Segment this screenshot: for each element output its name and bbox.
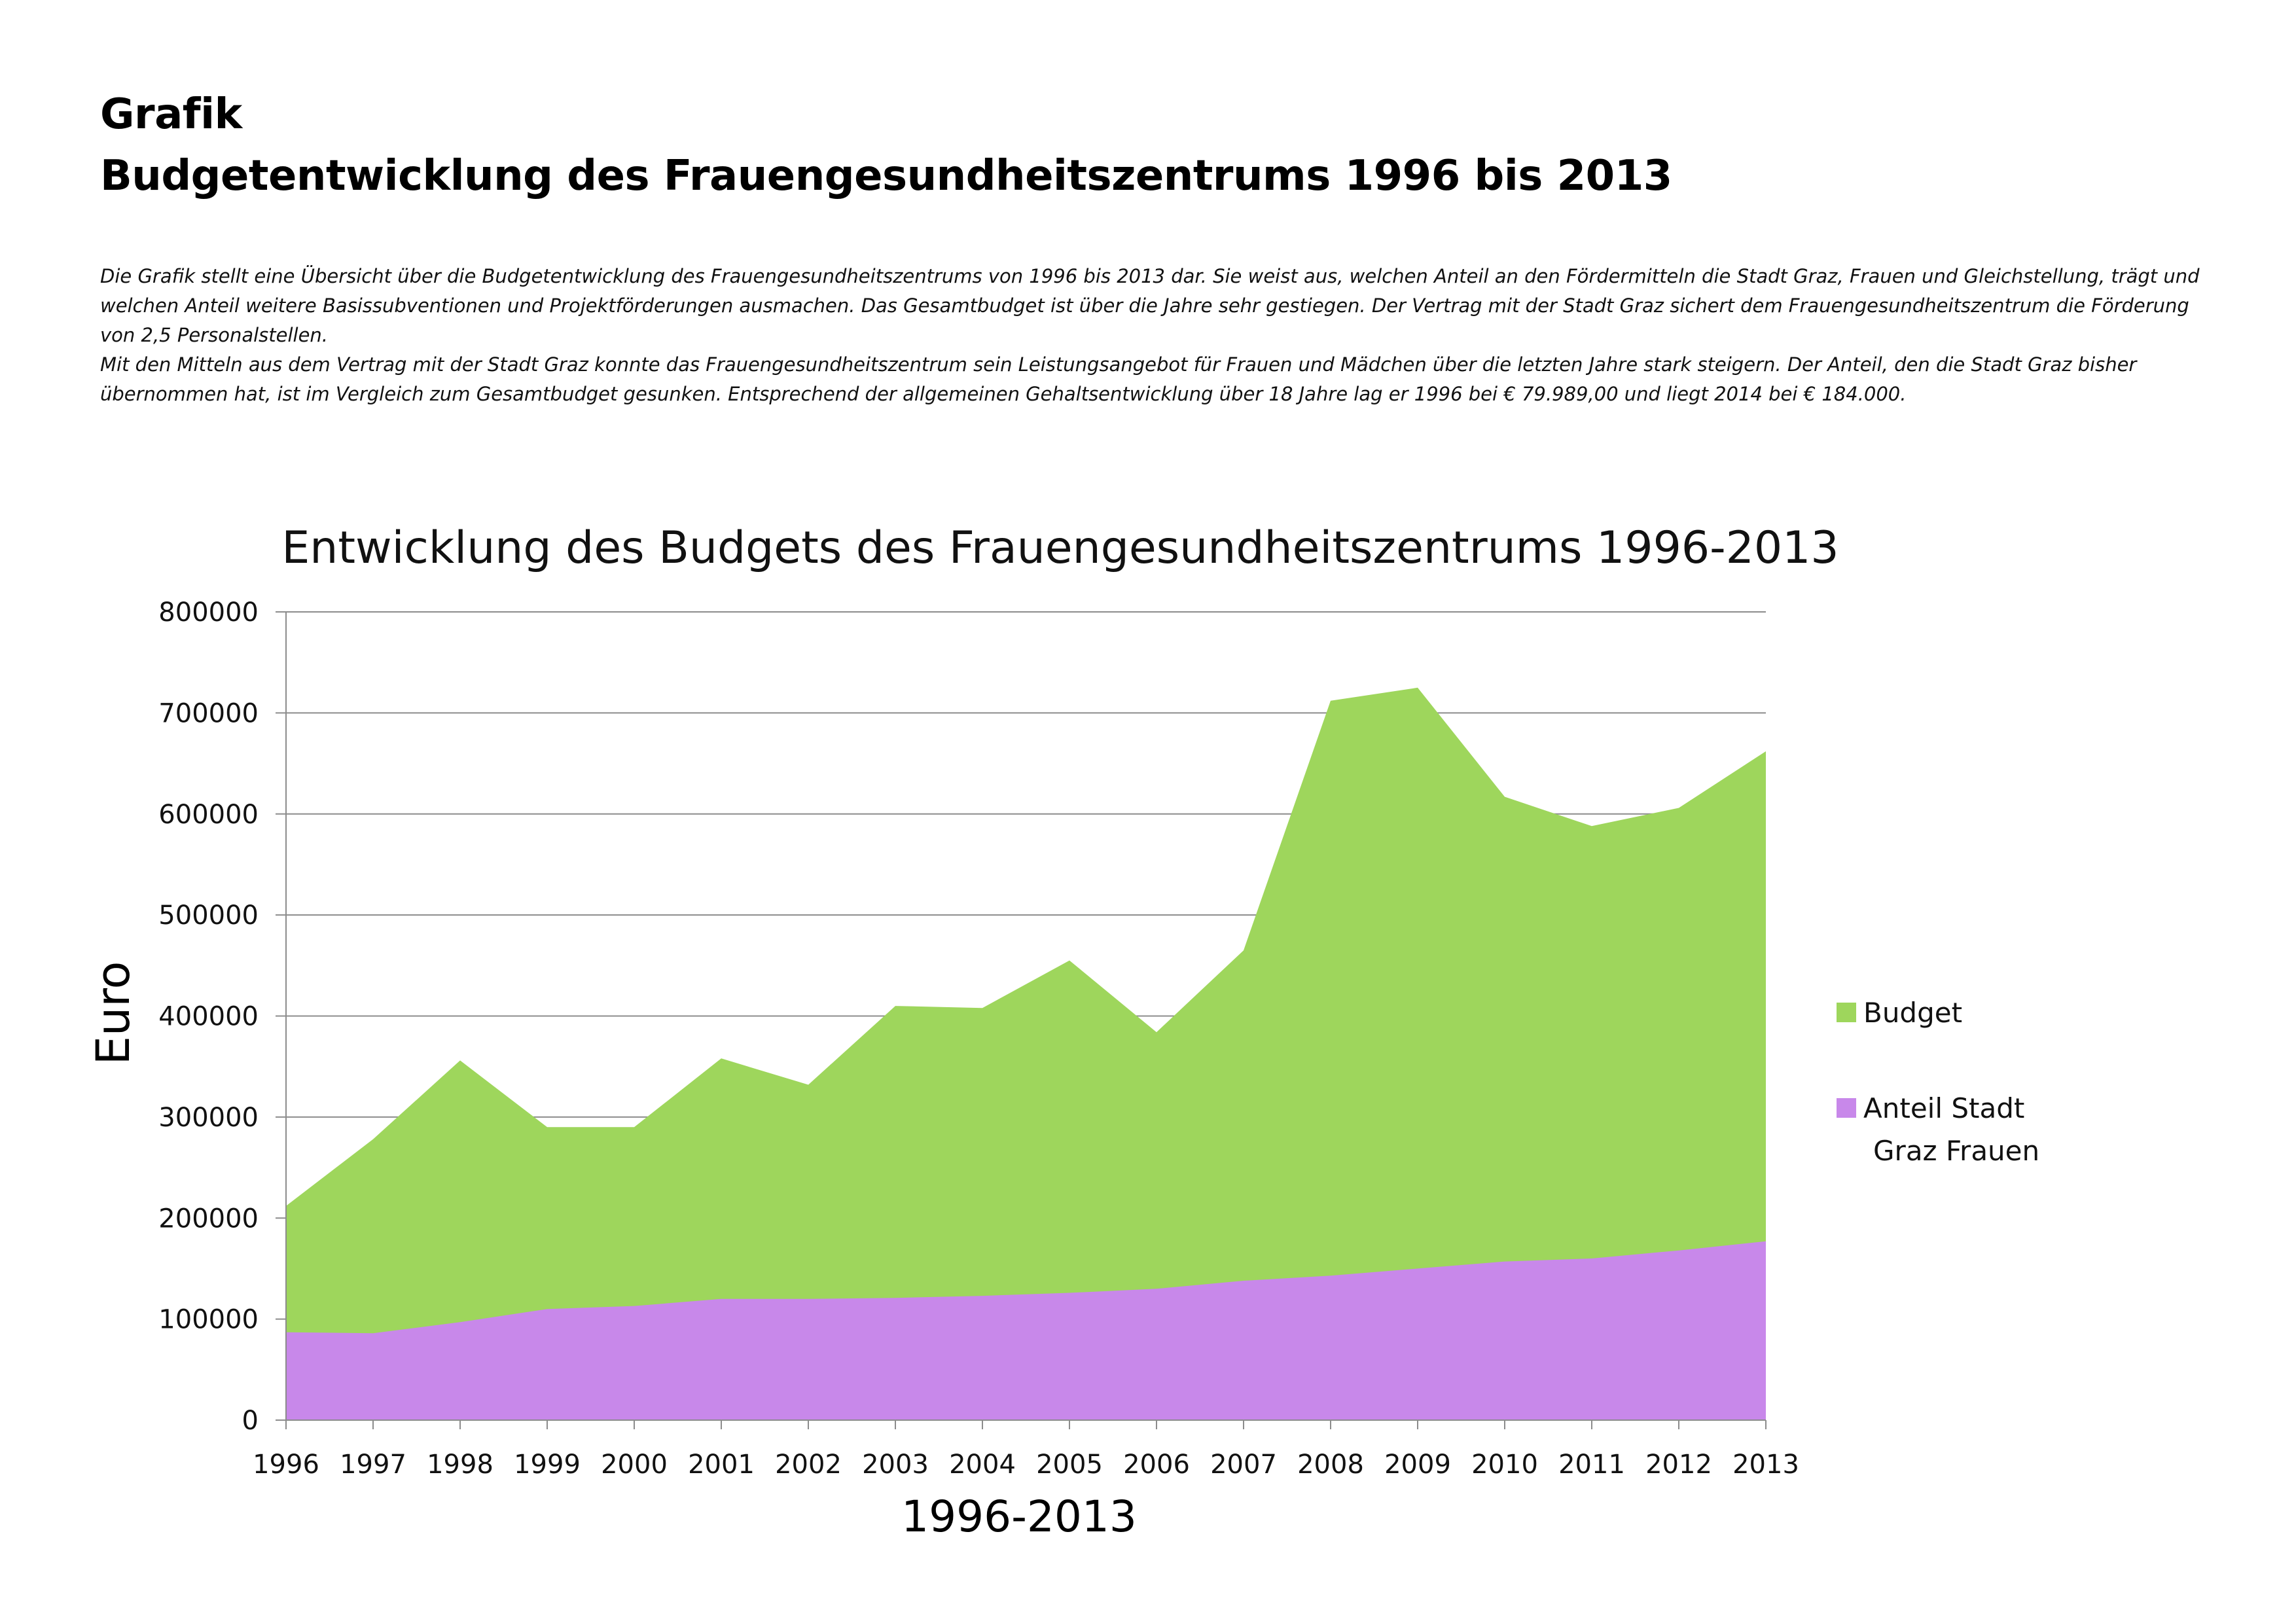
x-tick-label: 2004	[949, 1450, 1016, 1480]
y-tick-label: 500000	[158, 901, 259, 931]
legend-swatch	[1837, 1098, 1856, 1118]
axes	[276, 611, 1767, 1429]
y-tick-label: 300000	[158, 1103, 259, 1133]
y-tick-label: 700000	[158, 698, 259, 728]
page-heading: Grafik Budgetentwicklung des Frauengesun…	[100, 84, 1672, 207]
y-tick-label: 800000	[158, 597, 259, 628]
y-tick-label: 400000	[158, 1002, 259, 1032]
x-tick-label: 2002	[775, 1450, 842, 1480]
y-tick-label: 200000	[158, 1204, 259, 1234]
x-tick-labels: 1996 1997 1998 1999 2000 2001 2002 2003 2004 2005…	[253, 1450, 1799, 1480]
legend-label: Budget	[1863, 997, 1962, 1029]
x-tick-label: 2011	[1558, 1450, 1625, 1480]
y-tick-label: 100000	[158, 1305, 259, 1335]
x-tick-label: 1997	[340, 1450, 406, 1480]
area-series	[286, 687, 1766, 1420]
intro-paragraph: Die Grafik stellt eine Übersicht über di…	[100, 265, 2200, 346]
x-tick-label: 2008	[1297, 1450, 1364, 1480]
x-tick-label: 1999	[514, 1450, 581, 1480]
x-tick-label: 2009	[1384, 1450, 1451, 1480]
intro-text: Die Grafik stellt eine Übersicht über di…	[100, 262, 2214, 409]
x-tick-label: 2010	[1471, 1450, 1538, 1480]
x-tick-label: 2005	[1036, 1450, 1103, 1480]
legend-swatch	[1837, 1003, 1856, 1022]
intro-paragraph: Mit den Mitteln aus dem Vertrag mit der …	[100, 353, 2137, 405]
y-tick-label: 0	[242, 1406, 259, 1436]
x-tick-label: 1998	[427, 1450, 493, 1480]
x-tick-label: 1996	[253, 1450, 319, 1480]
chart-title: Entwicklung des Budgets des Frauengesund…	[281, 522, 1839, 574]
area-anteil-stadt-graz-frauen	[286, 1241, 1766, 1420]
y-axis-label: Euro	[86, 961, 140, 1065]
legend-label: Anteil Stadt	[1863, 1092, 2024, 1124]
legend-label: Graz Frauen	[1873, 1135, 2039, 1167]
x-tick-label: 2012	[1645, 1450, 1712, 1480]
heading-label: Grafik	[100, 90, 242, 139]
x-axis-label: 1996-2013	[901, 1491, 1137, 1542]
x-tick-label: 2013	[1732, 1450, 1799, 1480]
x-tick-label: 2007	[1210, 1450, 1277, 1480]
y-tick-labels: 0 100000 200000 300000 400000 500000 600000 700…	[158, 597, 259, 1436]
heading-title: Budgetentwicklung des Frauengesundheitsz…	[100, 152, 1672, 200]
x-tick-label: 2003	[862, 1450, 929, 1480]
legend: Budget Anteil Stadt Graz Frauen	[1837, 997, 2039, 1167]
x-tick-label: 2000	[601, 1450, 668, 1480]
area-budget	[286, 687, 1766, 1420]
x-tick-label: 2001	[688, 1450, 755, 1480]
y-tick-label: 600000	[158, 800, 259, 830]
x-tick-label: 2006	[1123, 1450, 1190, 1480]
